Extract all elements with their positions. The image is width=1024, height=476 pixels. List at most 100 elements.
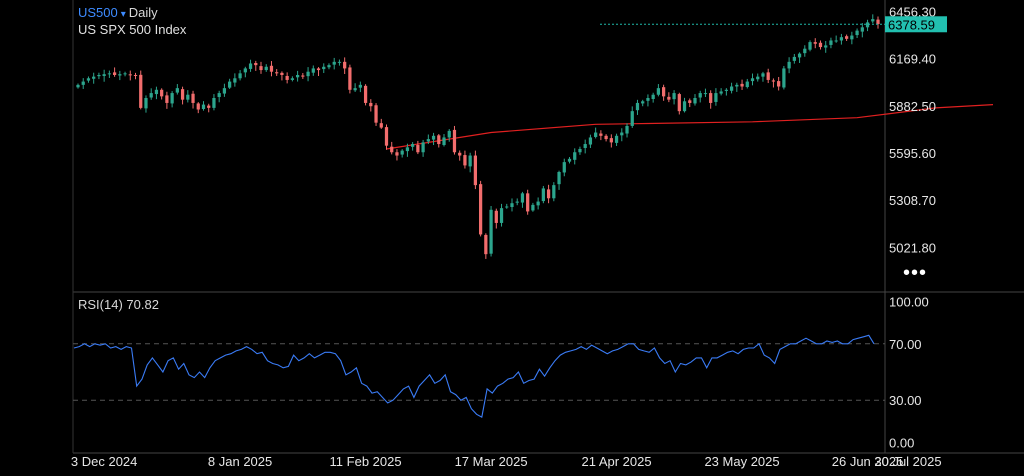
- candle-body: [468, 155, 472, 167]
- candle-body: [834, 40, 838, 42]
- chevron-down-icon[interactable]: ▾: [120, 9, 126, 20]
- candle: [416, 140, 420, 155]
- candle-body: [614, 135, 619, 143]
- candle: [855, 28, 859, 39]
- candle-body: [254, 62, 258, 66]
- time-axis-ticks: 3 Dec 2024 8 Jan 2025 11 Feb 2025 17 Mar 20…: [71, 454, 942, 469]
- candle: [818, 40, 823, 50]
- candle: [594, 127, 598, 139]
- candle: [97, 72, 101, 80]
- candle-body: [651, 94, 655, 99]
- candle: [546, 184, 551, 204]
- candle: [437, 134, 441, 148]
- candle: [311, 65, 315, 76]
- current-price-label: 6378.59: [888, 17, 935, 32]
- candle: [845, 34, 849, 41]
- more-options-icon[interactable]: •••: [903, 262, 928, 284]
- candle: [860, 23, 864, 38]
- rsi-indicator-label[interactable]: RSI(14) 70.82: [78, 297, 159, 312]
- candle-body: [191, 93, 195, 103]
- time-tick-label: 3 Dec 2024: [71, 454, 138, 469]
- candle-body: [379, 123, 383, 128]
- candle-body: [473, 155, 478, 186]
- candle-body: [745, 81, 749, 87]
- current-price-marker: 6378.59: [600, 16, 947, 33]
- candle-body: [787, 61, 791, 69]
- candle-body: [604, 135, 608, 140]
- candle-body: [212, 98, 216, 108]
- candle: [662, 84, 666, 101]
- candle: [343, 57, 347, 75]
- candle: [228, 78, 232, 89]
- candle: [212, 94, 216, 111]
- candle-body: [217, 93, 221, 98]
- candle: [275, 69, 279, 76]
- candle-body: [740, 83, 744, 87]
- candle-body: [316, 68, 321, 71]
- candle: [92, 72, 96, 84]
- candle-body: [363, 85, 368, 103]
- candle: [688, 98, 692, 108]
- candle: [285, 72, 289, 84]
- candle-body: [824, 45, 828, 48]
- candle: [719, 88, 723, 96]
- candle: [196, 102, 200, 114]
- candle-body: [855, 30, 859, 36]
- candle: [442, 134, 446, 147]
- price-tick-label: 5595.60: [889, 146, 936, 161]
- candle-body: [133, 74, 138, 76]
- chart-header[interactable]: US500 ▾ Daily: [78, 5, 158, 20]
- rsi-gridlines: [73, 343, 885, 401]
- candle: [515, 198, 519, 206]
- candle: [248, 59, 253, 72]
- candle: [405, 143, 410, 157]
- candle-body: [112, 72, 117, 75]
- symbol-label[interactable]: US500: [78, 5, 118, 20]
- candle-body: [594, 132, 598, 137]
- candle-body: [735, 84, 739, 87]
- candle-body: [332, 61, 336, 65]
- candle-body: [243, 68, 247, 73]
- candle-body: [625, 125, 629, 134]
- candle-body: [860, 27, 864, 32]
- candle: [322, 63, 326, 74]
- candle: [191, 90, 195, 109]
- candle-body: [369, 102, 373, 107]
- time-tick-label: 21 Apr 2025: [581, 454, 651, 469]
- candle-body: [238, 73, 242, 79]
- candle-body: [865, 22, 870, 28]
- candle-body: [703, 93, 708, 95]
- ma-line: [386, 104, 994, 150]
- candle-body: [526, 193, 530, 212]
- candle: [144, 95, 148, 113]
- timeframe-label[interactable]: Daily: [128, 5, 158, 20]
- candle: [170, 91, 174, 108]
- candle: [290, 76, 294, 82]
- candle: [850, 31, 854, 45]
- candle-body: [269, 65, 274, 72]
- candle: [646, 94, 650, 107]
- candle-body: [290, 78, 294, 80]
- candle-body: [128, 74, 132, 76]
- candle: [531, 202, 535, 212]
- candle: [792, 53, 796, 64]
- candle-body: [662, 87, 666, 97]
- candle-body: [144, 98, 148, 109]
- candle-body: [682, 101, 687, 112]
- candle-body: [102, 74, 106, 76]
- candle: [379, 118, 383, 129]
- candle: [332, 57, 336, 70]
- price-tick-label: 5308.70: [889, 193, 936, 208]
- candle: [348, 64, 352, 94]
- candle-body: [400, 150, 404, 155]
- candle-body: [437, 135, 441, 145]
- candle: [86, 76, 91, 83]
- candle: [81, 78, 85, 89]
- candle: [238, 70, 242, 81]
- candle: [625, 123, 629, 138]
- candle: [207, 103, 211, 113]
- candle-body: [390, 146, 394, 153]
- candle-body: [248, 63, 253, 69]
- candle-body: [384, 127, 389, 146]
